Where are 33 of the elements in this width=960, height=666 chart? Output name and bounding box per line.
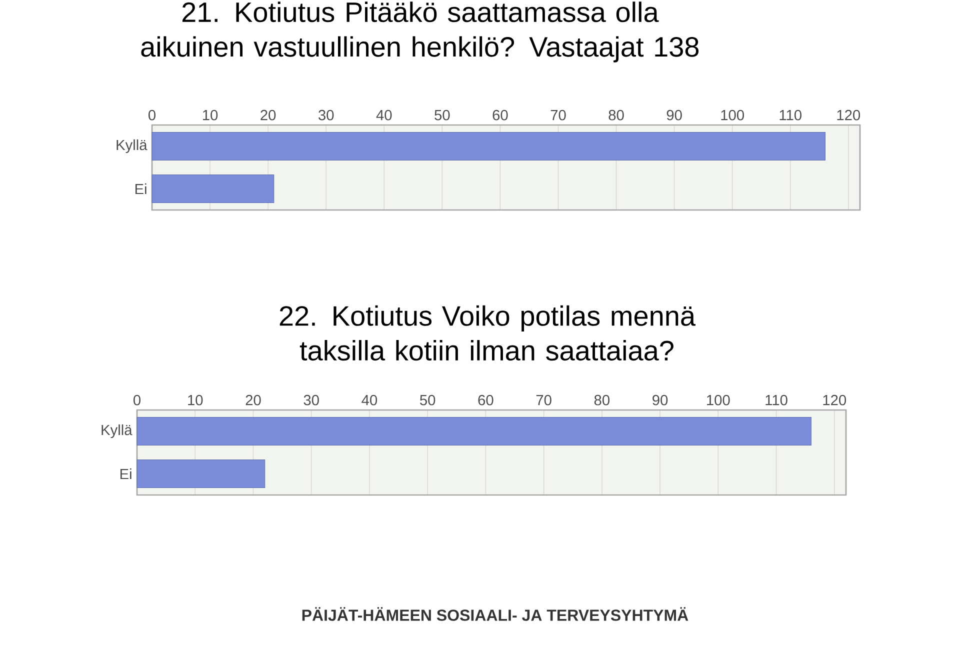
- chart-title: 22. Kotiutus Voiko potilas mennä taksilla kotiin ilman saattaiaa?: [280, 305, 696, 361]
- x-tick-label: 90: [652, 394, 668, 406]
- x-tick-label: 110: [780, 110, 802, 120]
- x-tick-label: 30: [304, 394, 319, 406]
- x-tick-label: 10: [188, 394, 203, 406]
- x-tick-label: 40: [362, 394, 378, 406]
- text: PÄIJÄT-HÄMEEN SOSIAALI- JA TERVEYSYHTYMÄ: [302, 607, 688, 621]
- x-tick-label: 20: [246, 394, 261, 406]
- x-tick-label: 0: [148, 110, 156, 120]
- x-tick-label: 100: [721, 110, 744, 120]
- y-tick-label: Ei: [135, 183, 146, 194]
- y-tick-label: Kyllä: [102, 424, 132, 438]
- y-tick-label: Ei: [120, 468, 132, 480]
- x-tick-label: 110: [766, 394, 788, 406]
- x-tick-label: 50: [434, 110, 450, 120]
- x-tick-label: 100: [707, 394, 730, 406]
- x-tick-label: 50: [420, 394, 436, 406]
- y-tick-label: Kyllä: [116, 139, 148, 154]
- x-tick-label: 40: [376, 110, 392, 120]
- x-tick-label: 0: [133, 394, 140, 406]
- x-tick-label: 10: [202, 110, 218, 120]
- x-tick-label: 90: [666, 110, 682, 120]
- x-tick-label: 120: [837, 110, 860, 120]
- x-tick-label: 70: [536, 394, 552, 406]
- chart-title: 21. Kotiutus Pitääkö saattamassa olla aikuinen vastuullinen henkilö? Vastaajat 138: [141, 2, 699, 62]
- x-tick-label: 120: [823, 394, 846, 406]
- x-tick-label: 60: [478, 394, 494, 406]
- x-tick-label: 60: [492, 110, 508, 120]
- x-tick-label: 80: [608, 110, 624, 120]
- x-tick-label: 70: [550, 110, 566, 120]
- x-tick-label: 20: [260, 110, 276, 120]
- x-tick-label: 30: [318, 110, 334, 120]
- x-tick-label: 80: [594, 394, 610, 406]
